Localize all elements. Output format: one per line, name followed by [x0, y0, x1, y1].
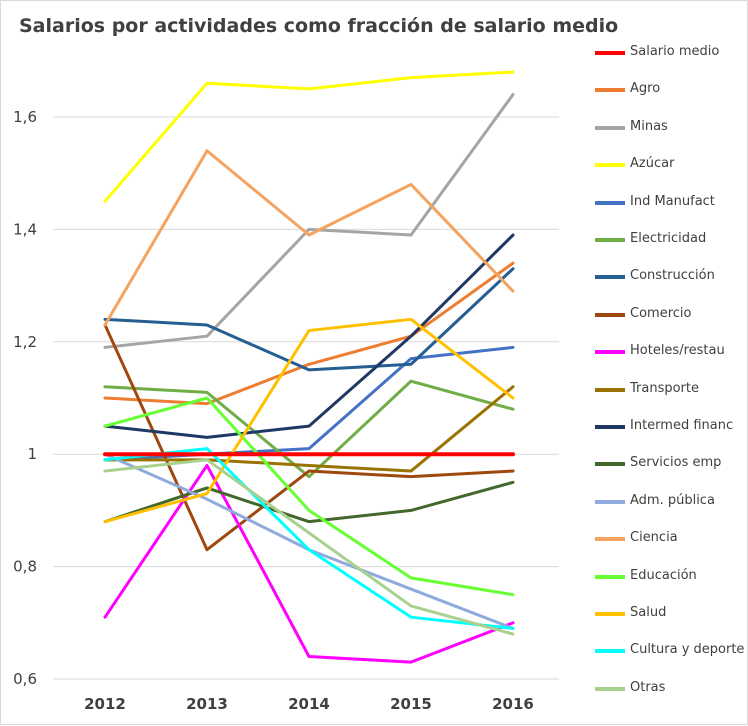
y-tick-label: 0,8 [13, 558, 37, 576]
legend-swatch [595, 312, 625, 317]
y-tick-label: 0,6 [13, 670, 37, 688]
legend-label: Hoteles/restau [630, 343, 725, 359]
legend-label: Comercio [630, 305, 692, 321]
legend-label: Transporte [630, 380, 699, 396]
series-line-educación [103, 396, 515, 597]
legend-swatch [595, 387, 625, 392]
legend-label: Salud [630, 605, 667, 620]
legend-swatch [595, 425, 625, 429]
legend-swatch [595, 275, 625, 280]
legend-swatch [595, 51, 625, 55]
series-line-salud [103, 317, 515, 524]
legend-label: Construcción [630, 268, 715, 284]
y-tick-label: 1,2 [13, 333, 37, 351]
y-tick-label: 1 [27, 445, 37, 463]
legend-label: Salario medio [630, 44, 720, 59]
legend-label: Ciencia [630, 530, 678, 546]
legend-label: Intermed financ [630, 418, 734, 433]
series-line-otras [103, 458, 515, 636]
series-line-comercio [103, 323, 515, 552]
legend-label: Electricidad [630, 231, 707, 246]
y-tick-label: 1,4 [13, 220, 37, 238]
x-tick-label: 2012 [84, 695, 126, 713]
legend-label: Azúcar [630, 156, 675, 172]
x-tick-label: 2014 [288, 695, 330, 713]
legend-label: Otras [630, 679, 666, 695]
legend-label: Cultura y deporte [630, 642, 745, 658]
legend-swatch [595, 200, 625, 205]
series-line-servicios-emp [103, 480, 515, 524]
series-line-adm-pública [103, 452, 515, 630]
chart-title: Salarios por actividades como fracción d… [19, 15, 619, 37]
legend-label: Adm. pública [630, 492, 715, 508]
series-line-azúcar [103, 70, 515, 203]
x-tick-label: 2015 [390, 695, 432, 713]
legend-swatch [595, 499, 625, 504]
legend-swatch [595, 574, 625, 579]
x-tick-label: 2016 [492, 695, 534, 713]
series-line-construcción [103, 267, 515, 372]
legend-swatch [595, 350, 625, 355]
series-line-electricidad [103, 379, 515, 479]
y-tick-label: 1,6 [13, 108, 37, 126]
legend-label: Servicios emp [630, 455, 722, 471]
legend-swatch [595, 462, 625, 467]
series-line-ciencia [103, 149, 515, 327]
legend-swatch [595, 649, 625, 654]
legend-swatch [595, 612, 625, 616]
legend-label: Minas [630, 118, 668, 134]
legend-swatch [595, 125, 625, 130]
legend-swatch [595, 537, 625, 542]
legend-label: Ind Manufact [630, 193, 715, 209]
legend-swatch [595, 686, 625, 691]
x-tick-label: 2013 [186, 695, 228, 713]
legend-label: Agro [630, 81, 661, 97]
legend-label: Educación [630, 567, 697, 583]
series-line-hoteles-restau [103, 463, 515, 664]
legend-swatch [595, 88, 625, 93]
legend-swatch [595, 238, 625, 242]
legend-swatch [595, 163, 625, 168]
series-line-minas [103, 93, 515, 349]
series-line-agro [103, 261, 515, 406]
series-line-transporte [103, 385, 515, 473]
series-line-intermed-financ [103, 233, 515, 439]
